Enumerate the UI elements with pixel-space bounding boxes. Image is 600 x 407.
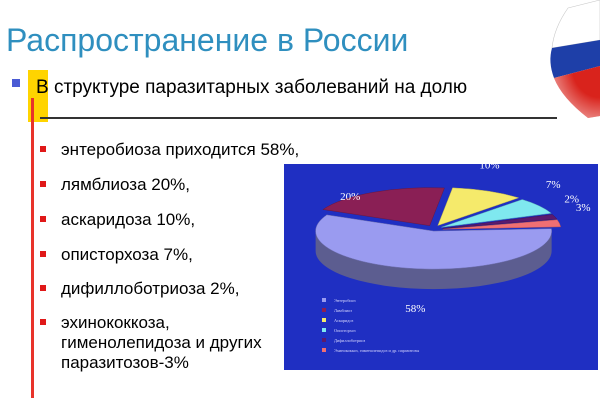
- intro-text: В структуре паразитарных заболеваний на …: [36, 77, 468, 98]
- pie-slice: [315, 214, 552, 270]
- pie-slice: [442, 214, 558, 229]
- bullet-icon: [40, 181, 46, 187]
- slide-title: Распространение в России: [6, 22, 409, 58]
- data-label: 20%: [340, 191, 360, 203]
- list-item-text: эхинококкоза, гименолепидоза и других па…: [61, 313, 262, 372]
- legend-swatch: [322, 328, 326, 332]
- list-item: энтеробиоза приходится 58%,: [40, 140, 299, 160]
- list-item: аскаридоза 10%,: [40, 210, 195, 230]
- legend-label: Аскаридоз: [334, 318, 354, 323]
- data-label: 3%: [576, 202, 591, 214]
- pie-slice: [322, 187, 445, 226]
- list-item-text: описторхоза 7%,: [61, 245, 193, 264]
- list-item-text: энтеробиоза приходится 58%,: [61, 140, 300, 159]
- list-item: лямблиоза 20%,: [40, 175, 190, 195]
- list-item: эхинококкоза, гименолепидоза и других па…: [40, 313, 299, 373]
- legend-label: Лямблиоз: [334, 308, 352, 313]
- pie-slice: [442, 219, 561, 230]
- divider-line: [40, 117, 557, 119]
- bullet-icon: [40, 146, 46, 152]
- legend-swatch: [322, 298, 326, 302]
- bullet-icon: [40, 251, 46, 257]
- pie-tops: [315, 187, 561, 270]
- legend-label: Описторхоз: [334, 328, 356, 333]
- pie-slice: [437, 187, 520, 226]
- legend-label: Эхинококкоз, гименолепидоз и др. паразит…: [334, 348, 419, 354]
- data-label: 10%: [479, 164, 499, 171]
- legend-swatch: [322, 338, 326, 342]
- bullet-icon: [40, 285, 46, 291]
- list-item-text: аскаридоза 10%,: [61, 210, 196, 229]
- pie-slice-side: [315, 231, 552, 290]
- intro-bullet-icon: [12, 79, 20, 87]
- bullet-icon: [40, 319, 46, 325]
- pie-slice: [441, 199, 552, 228]
- decor-red-bar: [31, 98, 34, 398]
- list-item: дифиллоботриоза 2%,: [40, 279, 239, 299]
- list-item-text: дифиллоботриоза 2%,: [61, 279, 240, 298]
- legend-swatch: [322, 308, 326, 312]
- legend-swatch: [322, 318, 326, 322]
- legend-label: Дифиллоботриоз: [334, 338, 366, 343]
- legend: Энтеробиоз Лямблиоз Аскаридоз Описторхоз Диф…: [322, 298, 419, 354]
- russian-flag-icon: [550, 0, 600, 118]
- pie-sides: [315, 231, 552, 290]
- data-label: 58%: [405, 303, 425, 315]
- pie-chart: 58% 20% 10% 7%2%3% Энтеробиоз Лямблиоз Аскарид…: [284, 164, 598, 370]
- slide-decoration: [28, 70, 48, 398]
- bullet-icon: [40, 216, 46, 222]
- legend-label: Энтеробиоз: [334, 298, 356, 303]
- data-label: 2%: [564, 193, 579, 205]
- list-item-text: лямблиоза 20%,: [61, 175, 190, 194]
- legend-swatch: [322, 348, 326, 352]
- list-item: описторхоза 7%,: [40, 245, 193, 265]
- data-label: 7%: [546, 179, 561, 191]
